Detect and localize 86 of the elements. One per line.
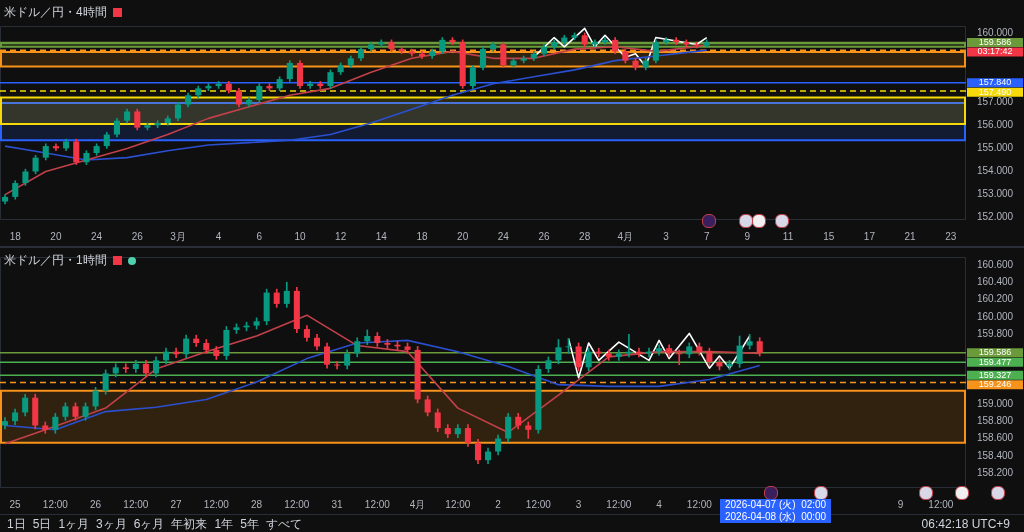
x-tick-label: 24: [91, 230, 103, 242]
text: 03:17:42: [977, 46, 1013, 57]
x-tick-label: 12:00: [928, 498, 954, 510]
x-tick-label: 26: [131, 230, 144, 242]
x-tick-label: 18: [9, 230, 22, 242]
x-tick-label: 4月: [617, 230, 634, 242]
y-tick-label: 154.000: [977, 165, 1014, 177]
text: すべて: [265, 515, 302, 532]
x-tick-label: 11: [782, 230, 794, 242]
x-tick-label: 12:00: [284, 498, 310, 510]
candlestick: [122, 363, 129, 373]
x-tick-label: 23: [945, 230, 957, 242]
text: 6ヶ月: [133, 515, 165, 532]
text: 3ヶ月: [96, 515, 127, 532]
ref-line-label: 157.840: [978, 77, 1012, 88]
y-tick-label: 160.400: [977, 275, 1014, 287]
ref-line-label: 159.586: [978, 347, 1012, 358]
x-tick-label: 18: [416, 230, 428, 242]
y-tick-label: 158.600: [977, 432, 1014, 444]
y-tick-label: 152.000: [977, 211, 1014, 223]
x-tick-label: 15: [823, 230, 835, 242]
x-tick-label: 28: [579, 230, 591, 242]
y-tick-label: 155.000: [977, 142, 1014, 154]
x-tick-label: 3: [575, 498, 582, 510]
x-tick-label: 3月: [170, 230, 186, 242]
x-tick-label: 12:00: [686, 498, 713, 510]
y-tick-label: 160.600: [977, 258, 1014, 270]
ref-line-label: 159.327: [978, 369, 1012, 380]
x-tick-label: 12:00: [525, 498, 552, 510]
x-tick-label: 12:00: [445, 498, 471, 510]
x-tick-label: 3: [663, 230, 670, 242]
x-tick-label: 4: [215, 230, 222, 242]
text: 1ヶ月: [58, 515, 90, 532]
y-tick-label: 153.000: [977, 188, 1014, 200]
chart-title: 米ドル／円・1時間: [4, 252, 107, 269]
text: 1日: [7, 515, 26, 532]
x-tick-label: 10: [294, 230, 306, 242]
y-tick-label: 160.200: [977, 293, 1014, 305]
x-tick-label: 17: [863, 230, 876, 242]
y-tick-label: 160.000: [977, 310, 1014, 322]
x-tick-label: 14: [375, 230, 388, 242]
chart-title: 米ドル／円・4時間: [4, 4, 107, 21]
candlestick: [676, 349, 683, 366]
text: 5年: [240, 515, 259, 532]
x-tick-label: 21: [904, 230, 917, 242]
text: 1年: [214, 515, 234, 532]
y-tick-label: 159.000: [977, 397, 1014, 409]
x-tick-label: 4: [656, 498, 663, 510]
text: 年初来: [171, 515, 208, 532]
ref-line-label: 159.246: [978, 379, 1012, 390]
ref-line-label: 159.477: [978, 356, 1012, 367]
x-tick-label: 25: [9, 498, 22, 510]
x-tick-label: 28: [251, 498, 263, 510]
x-tick-label: 12:00: [606, 498, 632, 510]
y-tick-label: 158.800: [977, 414, 1014, 426]
x-tick-label: 12:00: [203, 498, 230, 510]
text: 2026-04-07 (火) 02:00: [725, 499, 827, 511]
x-tick-label: 12:00: [123, 498, 149, 510]
y-tick-label: 157.000: [977, 95, 1014, 107]
x-tick-label: 12:00: [364, 498, 391, 510]
x-tick-label: 26: [538, 230, 551, 242]
x-tick-label: 9: [897, 498, 904, 510]
x-tick-label: 12: [335, 230, 347, 242]
ref-line-label: 157.490: [978, 86, 1012, 97]
x-tick-label: 9: [744, 230, 751, 242]
x-tick-label: 6: [256, 230, 263, 242]
x-tick-label: 7: [703, 230, 710, 242]
x-tick-label: 2: [495, 498, 502, 510]
y-tick-label: 158.200: [977, 466, 1014, 478]
text: 5日: [32, 515, 52, 532]
y-tick-label: 158.400: [977, 449, 1014, 461]
x-tick-label: 12:00: [42, 498, 69, 510]
x-tick-label: 24: [497, 230, 510, 242]
candlestick: [334, 360, 341, 370]
ref-line-label: 159.586: [978, 36, 1012, 47]
x-tick-label: 31: [331, 498, 344, 510]
y-tick-label: 160.000: [977, 26, 1014, 38]
text: 2026-04-08 (水) 00:00: [725, 511, 827, 523]
x-tick-label: 4月: [409, 498, 426, 510]
x-tick-label: 20: [50, 230, 62, 242]
x-tick-label: 27: [170, 498, 183, 510]
y-tick-label: 156.000: [977, 119, 1014, 131]
y-tick-label: 159.800: [977, 328, 1014, 340]
x-tick-label: 20: [457, 230, 469, 242]
x-tick-label: 26: [90, 498, 102, 510]
text: 06:42:18 UTC+9: [921, 517, 1010, 531]
